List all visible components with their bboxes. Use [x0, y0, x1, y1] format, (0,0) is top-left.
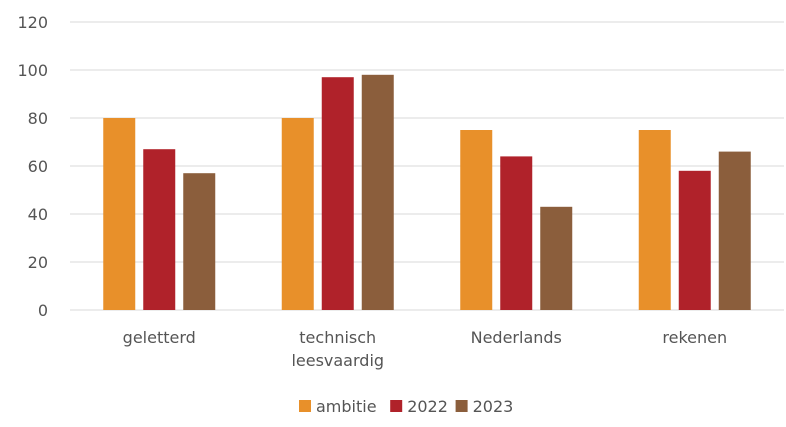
- bar: [460, 130, 493, 310]
- legend-label: ambitie: [316, 397, 377, 416]
- gridlines: [70, 21, 784, 311]
- y-tick-label: 60: [28, 157, 48, 176]
- legend-swatch: [455, 400, 468, 412]
- legend-swatch: [299, 400, 311, 412]
- x-tick-label: rekenen: [662, 328, 727, 347]
- bar: [500, 156, 533, 310]
- legend-swatch: [390, 400, 403, 412]
- y-tick-label: 120: [17, 13, 48, 32]
- bar: [361, 74, 394, 310]
- x-axis-ticks: geletterd technisch leesvaardig Nederlands r…: [123, 328, 727, 370]
- bar: [321, 77, 354, 310]
- bar: [281, 118, 314, 310]
- bar: [540, 206, 573, 310]
- y-tick-label: 40: [28, 205, 48, 224]
- y-tick-label: 80: [28, 109, 48, 128]
- bar: [678, 170, 711, 310]
- x-tick-label: leesvaardig: [291, 351, 384, 370]
- bar: [718, 151, 751, 310]
- x-tick-label: technisch: [299, 328, 376, 347]
- bar: [183, 173, 216, 310]
- legend: ambitie 2022 2023: [299, 397, 513, 416]
- bar: [103, 118, 136, 310]
- legend-label: 2023: [473, 397, 514, 416]
- legend-label: 2022: [407, 397, 448, 416]
- bar: [143, 149, 176, 310]
- x-tick-label: Nederlands: [471, 328, 562, 347]
- y-axis-ticks: 0 20 40 60 80 100 120: [17, 13, 48, 320]
- x-tick-label: geletterd: [123, 328, 196, 347]
- y-tick-label: 20: [28, 253, 48, 272]
- y-tick-label: 0: [38, 301, 48, 320]
- bar: [638, 130, 671, 310]
- bars: [103, 74, 751, 310]
- y-tick-label: 100: [17, 61, 48, 80]
